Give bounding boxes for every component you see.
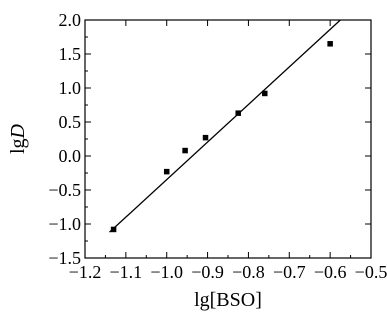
x-tick-label: −1.1 [110,262,143,282]
y-tick-label: 0.5 [59,112,82,132]
y-axis-title-prefix: lg [7,138,29,154]
x-tick-label: −1.2 [69,262,102,282]
y-tick-label: −1.0 [48,214,81,234]
y-axis-title-variable: D [7,123,29,139]
y-axis-title: lgD [7,123,29,154]
points-layer [110,41,333,233]
data-point [235,110,241,116]
y-tick-label: 1.0 [59,78,82,98]
fit-layer [109,19,341,233]
y-tick-label: 2.0 [59,10,82,30]
y-tick-label: −0.5 [48,180,81,200]
y-tick-label: 0.0 [59,146,82,166]
x-tick-label: −0.9 [191,262,224,282]
data-point [327,41,333,47]
x-tick-label: −0.7 [273,262,306,282]
data-point [262,90,268,97]
x-tick-label: −0.5 [355,262,387,282]
y-tick-label: −1.5 [48,248,81,268]
x-tick-label: −1.0 [150,262,183,282]
x-axis-title: lg[BSO] [194,289,262,311]
ticks-layer: −1.2 −1.1 −1.0 −0.9 −0.8 −0.7 −0.6 −0.5 −1.5 −1.0… [48,10,387,282]
fit-line [109,19,341,233]
x-tick-label: −0.6 [314,262,347,282]
data-point [202,134,209,141]
y-tick-label: 1.5 [59,44,82,64]
data-point [163,168,170,175]
x-tick-label: −0.8 [232,262,265,282]
data-point [182,147,188,154]
plot-frame [84,19,372,259]
data-point [110,226,117,233]
